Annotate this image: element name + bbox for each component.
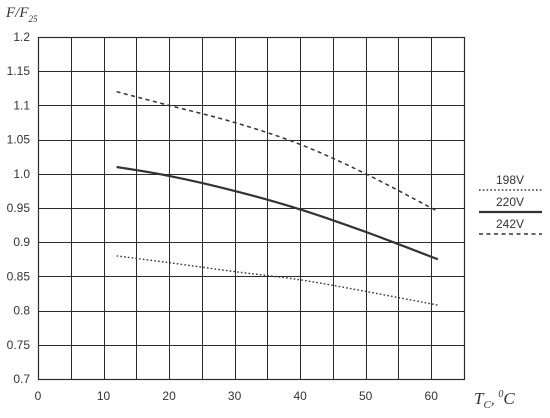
x-axis-unit-superscript: 0 (498, 389, 503, 400)
x-tick-label: 20 (162, 389, 176, 403)
y-tick-label: 0.95 (7, 201, 31, 215)
x-axis-label-separator: , (491, 392, 499, 408)
series-lines (116, 90, 439, 306)
y-tick-label: 1.15 (7, 64, 31, 78)
y-tick-label: 0.8 (13, 304, 30, 318)
x-tick-label: 40 (293, 389, 307, 403)
grid (37, 36, 466, 381)
y-tick-label: 0.85 (7, 269, 31, 283)
x-tick-label: 0 (35, 389, 42, 403)
legend-label-198V: 198V (496, 173, 524, 187)
y-axis-label: F/F25 (5, 5, 38, 24)
series-line-242V (116, 90, 439, 213)
y-tick-label: 1.0 (13, 167, 30, 181)
y-axis-label-main: F/F (5, 5, 29, 21)
y-tick-label: 1.2 (13, 30, 30, 44)
y-tick-label: 0.9 (13, 235, 30, 249)
x-axis-label-subscript: C (483, 399, 491, 411)
y-tick-labels: 0.7 0.75 0.8 0.85 0.9 0.95 1.0 1.05 1.1 1.15 1.2 (7, 30, 31, 386)
y-tick-label: 0.75 (7, 338, 31, 352)
legend: 198V 220V 242V (479, 173, 542, 235)
y-tick-label: 1.05 (7, 133, 31, 147)
x-tick-label: 10 (97, 389, 111, 403)
series-line-198V (116, 255, 438, 306)
plot-frame (37, 36, 466, 381)
x-axis-label: TC, 0C (474, 389, 515, 411)
y-tick-label: 0.7 (13, 372, 30, 386)
x-tick-label: 60 (425, 389, 439, 403)
x-tick-label: 30 (228, 389, 242, 403)
x-tick-labels: 0 10 20 30 40 50 60 (35, 389, 439, 403)
y-tick-label: 1.1 (13, 98, 30, 112)
x-axis-label-main: T (474, 389, 485, 408)
legend-label-242V: 242V (496, 217, 524, 231)
series-line-220V (116, 165, 439, 261)
x-axis-unit: C (503, 389, 515, 408)
y-axis-label-subscript: 25 (29, 14, 39, 24)
x-tick-label: 50 (359, 389, 373, 403)
legend-label-220V: 220V (496, 195, 524, 209)
